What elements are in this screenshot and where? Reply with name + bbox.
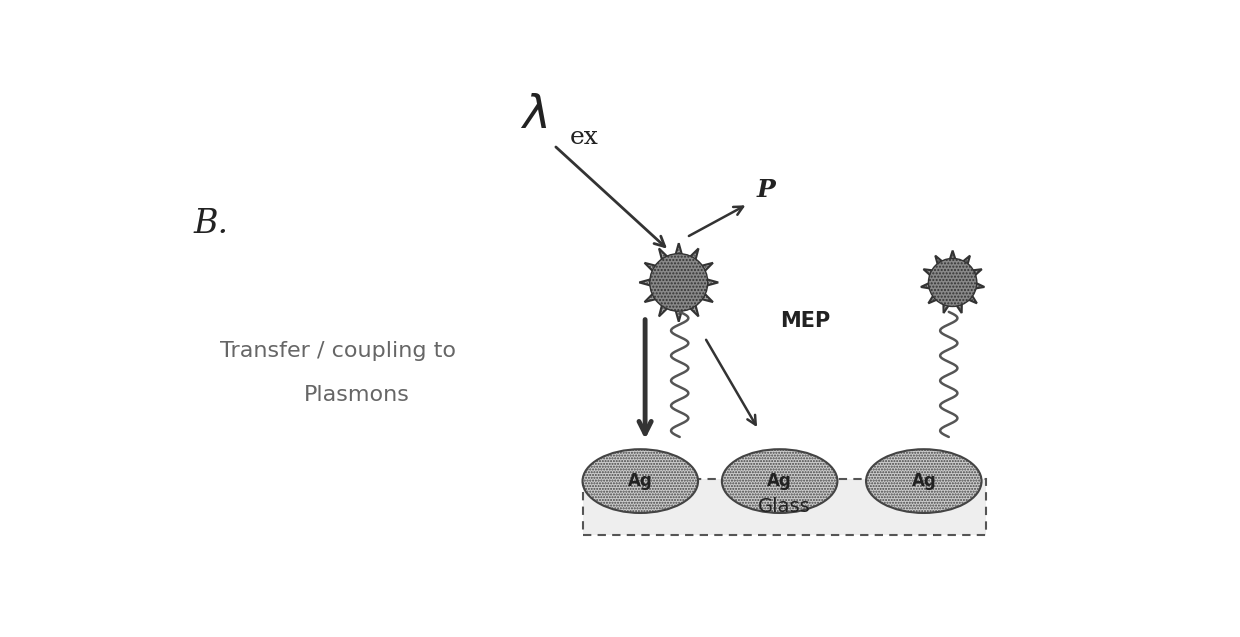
Ellipse shape — [722, 449, 837, 513]
Text: Plasmons: Plasmons — [304, 385, 409, 405]
Text: $\lambda$: $\lambda$ — [521, 92, 547, 138]
Ellipse shape — [866, 449, 982, 513]
Ellipse shape — [583, 449, 698, 513]
Text: ex: ex — [570, 126, 599, 149]
Polygon shape — [921, 250, 985, 313]
Text: MEP: MEP — [780, 311, 830, 331]
Ellipse shape — [929, 259, 977, 306]
Polygon shape — [640, 243, 718, 322]
Text: Ag: Ag — [627, 472, 652, 490]
Ellipse shape — [650, 254, 708, 311]
FancyBboxPatch shape — [583, 478, 986, 535]
Text: B.: B. — [193, 208, 228, 240]
Text: P: P — [756, 178, 775, 201]
Text: Glass: Glass — [758, 497, 811, 517]
Text: Ag: Ag — [911, 472, 936, 490]
Text: Transfer / coupling to: Transfer / coupling to — [219, 341, 455, 361]
Text: Ag: Ag — [768, 472, 792, 490]
